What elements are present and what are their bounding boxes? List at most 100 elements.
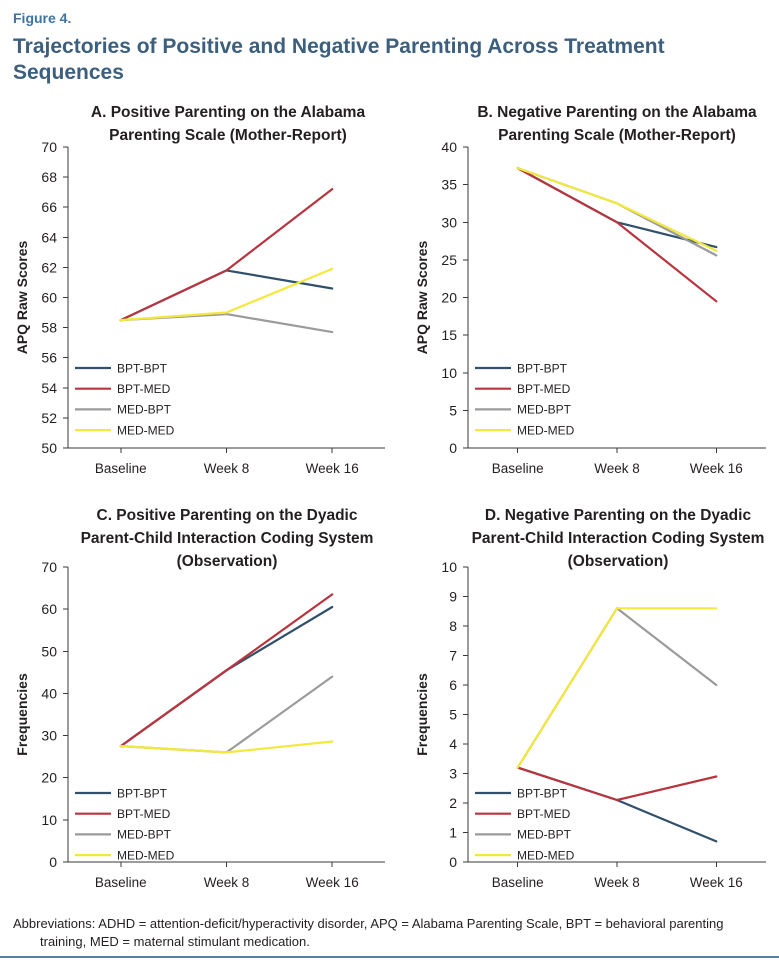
y-tick-label: 66 bbox=[41, 199, 57, 215]
x-tick-label: Week 16 bbox=[690, 461, 743, 476]
series-line-bpt-bpt bbox=[516, 167, 718, 249]
x-tick-label: Baseline bbox=[492, 461, 544, 476]
y-tick-label: 60 bbox=[41, 290, 57, 306]
y-tick-label: 58 bbox=[41, 320, 57, 336]
legend-label-med-bpt: MED-BPT bbox=[517, 403, 572, 417]
y-tick-label: 62 bbox=[41, 259, 57, 275]
y-tick-label: 8 bbox=[449, 618, 457, 634]
legend-label-med-med: MED-MED bbox=[117, 848, 175, 862]
panel-a-title: A. Positive Parenting on the Alabama Par… bbox=[90, 104, 366, 144]
legend-label-med-bpt: MED-BPT bbox=[117, 828, 172, 842]
panel-d-title: D. Negative Parenting on the Dyadic Pare… bbox=[471, 507, 765, 570]
series-line-med-med bbox=[516, 607, 718, 769]
series-line-med-bpt bbox=[119, 675, 334, 754]
y-tick-label: 10 bbox=[441, 365, 457, 381]
series-line-med-med bbox=[516, 167, 718, 252]
y-tick-label: 64 bbox=[41, 229, 57, 245]
panel-d-plot: 0 1 2 3 4 5 6 7 8 9 10 Baseline Week 8 Week 16 Frequen… bbox=[414, 559, 766, 890]
panel-b-title: B. Negative Parenting on the Alabama Par… bbox=[477, 104, 757, 144]
legend-label-bpt-bpt: BPT-BPT bbox=[517, 361, 568, 375]
series-line-bpt-med bbox=[516, 766, 718, 802]
y-tick-label: 70 bbox=[41, 559, 57, 575]
series-line-bpt-med bbox=[516, 167, 718, 303]
y-tick-label: 30 bbox=[441, 214, 457, 230]
panel-b-plot: 0 5 10 15 20 25 30 35 40 Baseline Week 8 Week 16 APQ… bbox=[414, 139, 766, 476]
legend-label-med-bpt: MED-BPT bbox=[517, 828, 572, 842]
legend-label-bpt-bpt: BPT-BPT bbox=[517, 786, 568, 800]
y-tick-label: 30 bbox=[41, 728, 57, 744]
figure-title: Trajectories of Positive and Negative Pa… bbox=[13, 35, 665, 84]
y-tick-label: 25 bbox=[441, 252, 457, 268]
y-tick-label: 70 bbox=[41, 139, 57, 155]
y-tick-label: 5 bbox=[449, 707, 457, 723]
legend: BPT-BPT BPT-MED MED-BPT MED-MED bbox=[475, 786, 575, 862]
series-line-med-med bbox=[119, 267, 334, 322]
y-axis-title: Frequencies bbox=[14, 673, 30, 756]
panel-c-title: C. Positive Parenting on the Dyadic Pare… bbox=[80, 507, 374, 570]
series-line-bpt-med bbox=[119, 593, 334, 748]
x-tick-label: Week 8 bbox=[204, 461, 250, 476]
x-tick-label: Week 16 bbox=[306, 461, 359, 476]
x-tick-label: Week 8 bbox=[204, 875, 250, 890]
series-line-med-med bbox=[119, 740, 334, 754]
series-line-bpt-med bbox=[119, 188, 334, 322]
y-tick-label: 0 bbox=[449, 440, 457, 456]
y-tick-label: 40 bbox=[441, 139, 457, 155]
y-tick-label: 20 bbox=[441, 290, 457, 306]
legend-label-med-med: MED-MED bbox=[517, 423, 575, 437]
series-line-bpt-bpt bbox=[119, 605, 334, 748]
legend: BPT-BPT BPT-MED MED-BPT MED-MED bbox=[75, 786, 175, 862]
y-tick-label: 15 bbox=[441, 327, 457, 343]
legend: BPT-BPT BPT-MED MED-BPT MED-MED bbox=[475, 361, 575, 437]
x-tick-label: Baseline bbox=[95, 461, 147, 476]
x-tick-label: Week 8 bbox=[594, 461, 640, 476]
y-tick-label: 60 bbox=[41, 601, 57, 617]
y-tick-label: 1 bbox=[449, 825, 457, 841]
y-axis-title: APQ Raw Scores bbox=[414, 240, 430, 354]
figure-label: Figure 4. bbox=[13, 10, 72, 26]
y-tick-label: 10 bbox=[41, 812, 57, 828]
bottom-rule bbox=[0, 956, 779, 958]
y-tick-label: 10 bbox=[441, 559, 457, 575]
x-tick-label: Week 16 bbox=[690, 875, 743, 890]
y-tick-label: 2 bbox=[449, 795, 457, 811]
y-tick-label: 68 bbox=[41, 169, 57, 185]
y-tick-label: 56 bbox=[41, 350, 57, 366]
legend: BPT-BPT BPT-MED MED-BPT MED-MED bbox=[75, 361, 175, 437]
legend-label-bpt-med: BPT-MED bbox=[517, 382, 571, 396]
legend-label-bpt-bpt: BPT-BPT bbox=[117, 786, 168, 800]
y-tick-label: 3 bbox=[449, 766, 457, 782]
panel-a-plot: 50 52 54 56 58 60 62 64 66 68 70 Baseline Week 8 Week… bbox=[14, 139, 385, 476]
y-tick-label: 54 bbox=[41, 380, 57, 396]
panel-c-plot: 0 10 20 30 40 50 60 70 Baseline Week 8 Week 16 Freq… bbox=[14, 559, 385, 890]
legend-label-med-med: MED-MED bbox=[117, 423, 175, 437]
y-tick-label: 4 bbox=[449, 736, 457, 752]
legend-label-med-bpt: MED-BPT bbox=[117, 403, 172, 417]
y-tick-label: 35 bbox=[441, 177, 457, 193]
y-tick-label: 7 bbox=[449, 648, 457, 664]
abbreviations-footnote: Abbreviations: ADHD = attention-deficit/… bbox=[13, 916, 724, 949]
y-axis-title: Frequencies bbox=[414, 673, 430, 756]
y-axis-title: APQ Raw Scores bbox=[14, 240, 30, 354]
x-tick-label: Week 16 bbox=[306, 875, 359, 890]
legend-label-bpt-med: BPT-MED bbox=[117, 807, 171, 821]
y-tick-label: 6 bbox=[449, 677, 457, 693]
series-line-med-bpt bbox=[516, 167, 718, 257]
y-tick-label: 0 bbox=[49, 854, 57, 870]
y-tick-label: 0 bbox=[449, 854, 457, 870]
x-tick-label: Week 8 bbox=[594, 875, 640, 890]
y-tick-label: 9 bbox=[449, 589, 457, 605]
legend-label-bpt-med: BPT-MED bbox=[517, 807, 571, 821]
x-tick-label: Baseline bbox=[492, 875, 544, 890]
legend-label-bpt-bpt: BPT-BPT bbox=[117, 361, 168, 375]
y-tick-label: 52 bbox=[41, 410, 57, 426]
y-tick-label: 50 bbox=[41, 440, 57, 456]
legend-label-med-med: MED-MED bbox=[517, 848, 575, 862]
y-tick-label: 50 bbox=[41, 643, 57, 659]
x-tick-label: Baseline bbox=[95, 875, 147, 890]
y-tick-label: 20 bbox=[41, 770, 57, 786]
series-line-med-bpt bbox=[516, 607, 718, 769]
legend-label-bpt-med: BPT-MED bbox=[117, 382, 171, 396]
